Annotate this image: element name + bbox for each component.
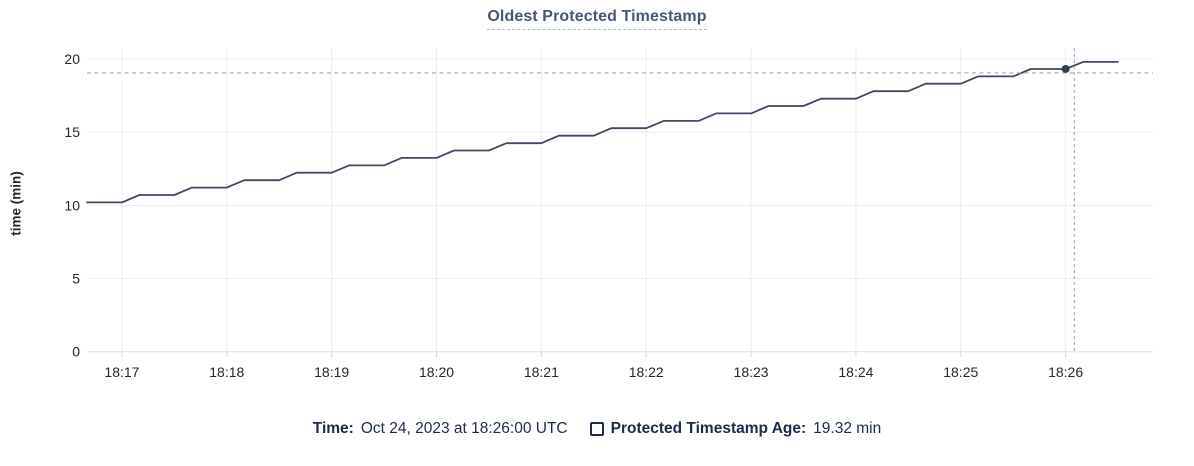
chart-title: Oldest Protected Timestamp <box>487 8 707 30</box>
y-tick-label: 5 <box>72 271 80 287</box>
y-tick-label: 15 <box>64 124 80 140</box>
x-tick-label: 18:23 <box>734 364 769 380</box>
y-tick-label: 20 <box>64 51 80 67</box>
series-legend-item[interactable]: Protected Timestamp Age: <box>589 420 807 438</box>
series-line-protected-timestamp-age <box>86 61 1119 204</box>
x-tick-label: 18:18 <box>209 364 244 380</box>
time-value: Oct 24, 2023 at 18:26:00 UTC <box>360 420 568 437</box>
checkbox-unchecked-icon[interactable] <box>589 422 604 436</box>
x-tick-label: 18:21 <box>524 364 559 380</box>
chart-header: Oldest Protected Timestamp <box>0 8 1194 30</box>
x-tick-label: 18:26 <box>1048 364 1083 380</box>
timeseries-chart[interactable]: 18:17 18:18 18:19 18:20 18:21 18:22 18:23 18:24… <box>0 40 1194 392</box>
x-tick-label: 18:24 <box>838 364 873 380</box>
y-tick-label: 10 <box>64 197 80 213</box>
x-tick-label: 18:22 <box>629 364 664 380</box>
y-tick-label: 0 <box>72 344 80 360</box>
hover-legend: Time: Oct 24, 2023 at 18:26:00 UTC Prote… <box>0 420 1194 438</box>
time-label: Time: <box>312 420 354 437</box>
x-tick-label: 18:20 <box>419 364 454 380</box>
x-tick-label: 18:19 <box>314 364 349 380</box>
x-tick-label: 18:17 <box>104 364 139 380</box>
series-label: Protected Timestamp Age: <box>610 420 807 437</box>
hover-point-dot <box>1061 64 1070 73</box>
x-tick-label: 18:25 <box>943 364 978 380</box>
series-value: 19.32 min <box>813 420 882 437</box>
